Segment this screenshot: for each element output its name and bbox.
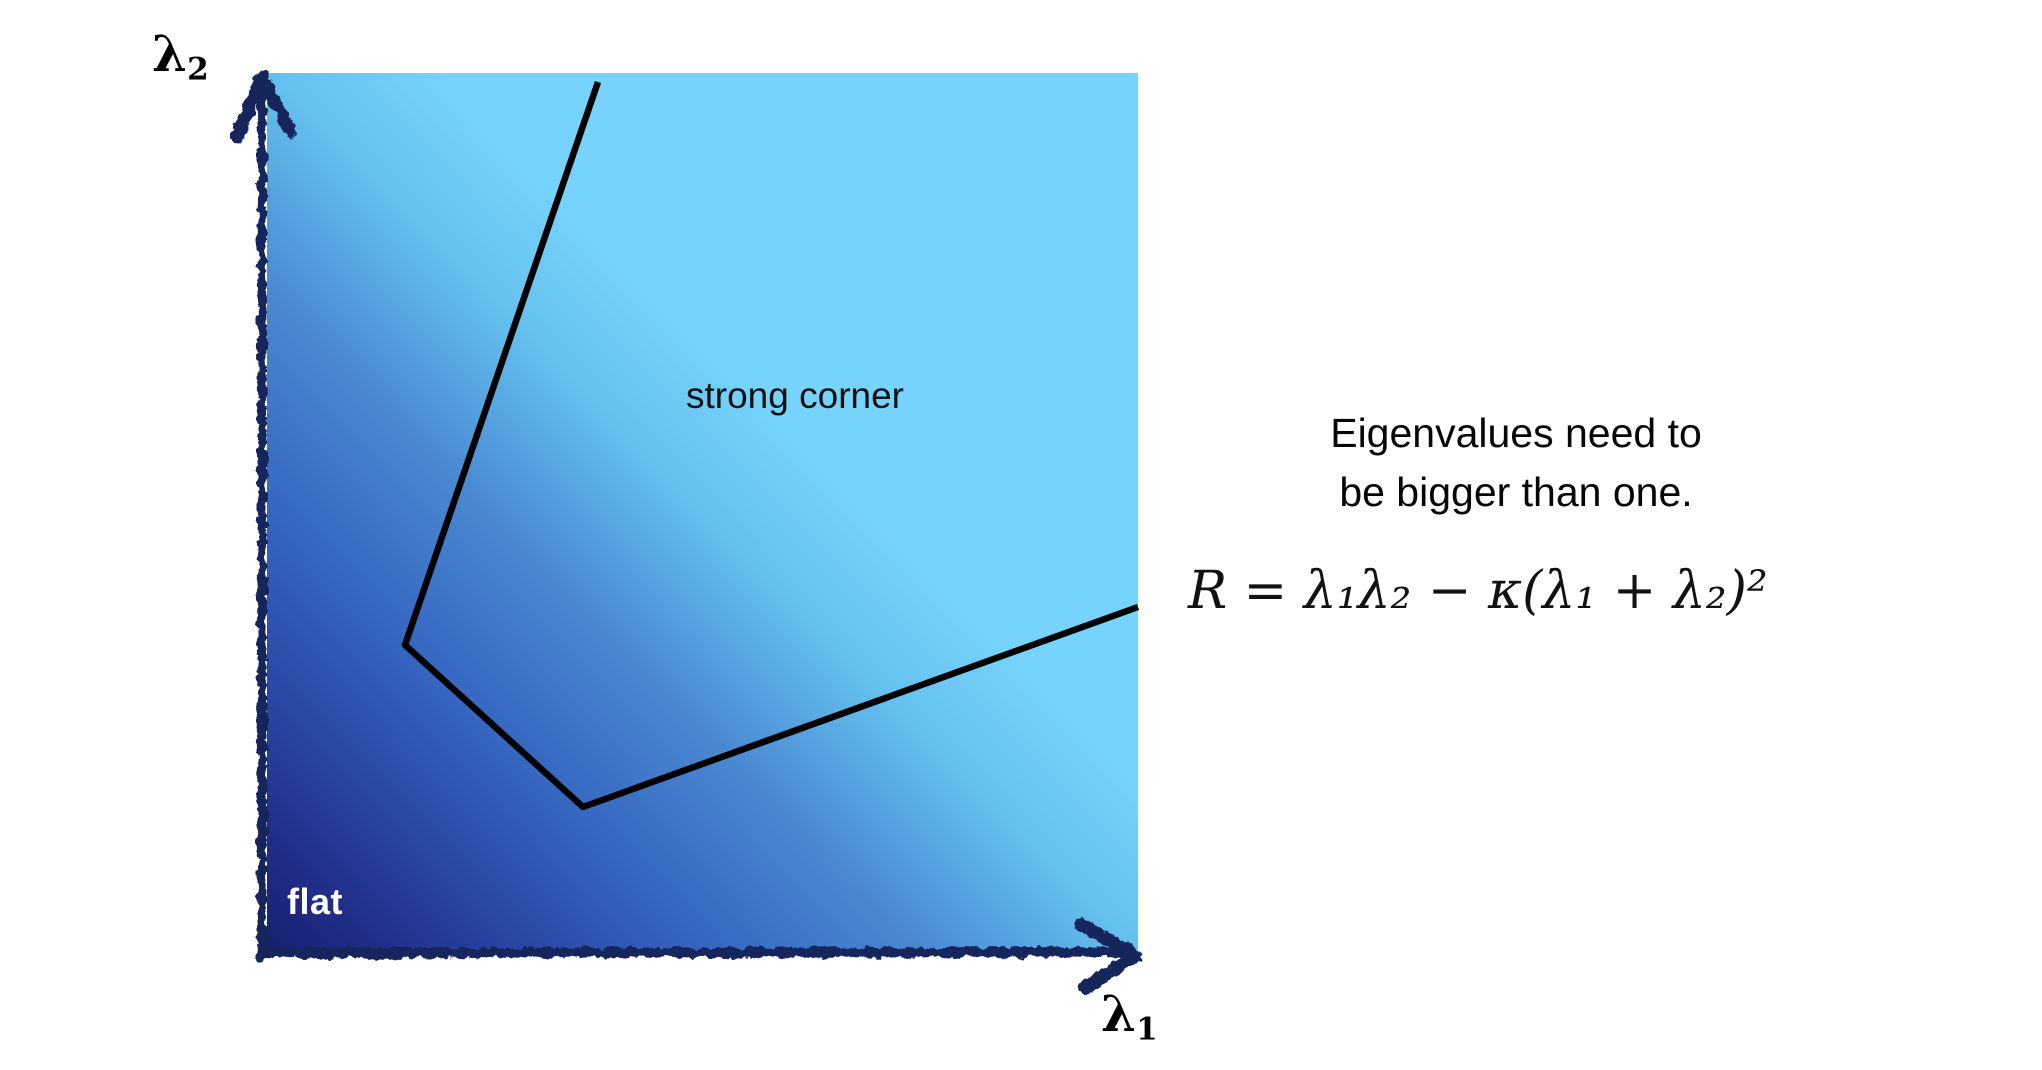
y-axis-arrowhead <box>230 70 297 143</box>
axes-group <box>230 70 1143 995</box>
strong-corner-region-label: strong corner <box>686 375 904 416</box>
x-axis-label: λ1 <box>1101 984 1158 1046</box>
gradient-square <box>267 73 1138 952</box>
corner-region-boundary <box>401 80 1140 811</box>
y-axis-label: λ2 <box>152 24 209 86</box>
y-axis-subscript: 2 <box>187 51 209 88</box>
eigenvalue-note-line1: Eigenvalues need to <box>1330 410 1702 456</box>
eigenvalue-note-line2: be bigger than one. <box>1339 469 1693 515</box>
x-axis-line <box>261 947 1123 958</box>
eigenvalue-note: Eigenvalues need to be bigger than one. <box>1296 404 1736 522</box>
harris-response-formula: R = λ₁λ₂ − κ(λ₁ + λ₂)² <box>1188 561 1768 621</box>
y-axis-symbol: λ <box>152 24 188 83</box>
x-axis-subscript: 1 <box>1136 1011 1158 1048</box>
flat-region-label: flat <box>287 881 343 922</box>
x-axis-arrowhead <box>1074 917 1143 995</box>
x-axis-symbol: λ <box>1101 984 1137 1043</box>
